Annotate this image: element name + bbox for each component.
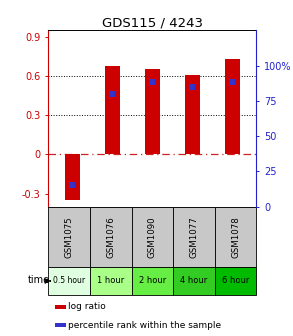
Bar: [90, 267, 132, 295]
Text: percentile rank within the sample: percentile rank within the sample: [68, 321, 221, 330]
Bar: [132, 267, 173, 295]
Text: GSM1076: GSM1076: [106, 216, 115, 258]
Text: 2 hour: 2 hour: [139, 277, 166, 286]
Bar: [185, 75, 200, 154]
Bar: [90, 207, 132, 267]
Text: GSM1078: GSM1078: [231, 216, 240, 258]
Bar: [145, 70, 160, 154]
Bar: [132, 207, 173, 267]
Bar: [105, 66, 120, 154]
Bar: [48, 207, 90, 267]
Text: 0.5 hour: 0.5 hour: [53, 277, 85, 286]
Bar: [173, 207, 215, 267]
Text: 4 hour: 4 hour: [180, 277, 208, 286]
Bar: [54, 323, 66, 327]
Text: log ratio: log ratio: [68, 302, 105, 311]
Text: GSM1075: GSM1075: [65, 216, 74, 258]
Bar: [225, 59, 240, 154]
Bar: [215, 207, 256, 267]
Bar: [65, 154, 80, 200]
Bar: [54, 305, 66, 309]
Bar: [48, 267, 90, 295]
Bar: [173, 267, 215, 295]
Text: GSM1090: GSM1090: [148, 216, 157, 258]
Title: GDS115 / 4243: GDS115 / 4243: [102, 16, 203, 29]
Text: 6 hour: 6 hour: [222, 277, 249, 286]
Text: GSM1077: GSM1077: [190, 216, 198, 258]
Text: 1 hour: 1 hour: [97, 277, 125, 286]
Text: time: time: [28, 275, 50, 285]
Bar: [215, 267, 256, 295]
